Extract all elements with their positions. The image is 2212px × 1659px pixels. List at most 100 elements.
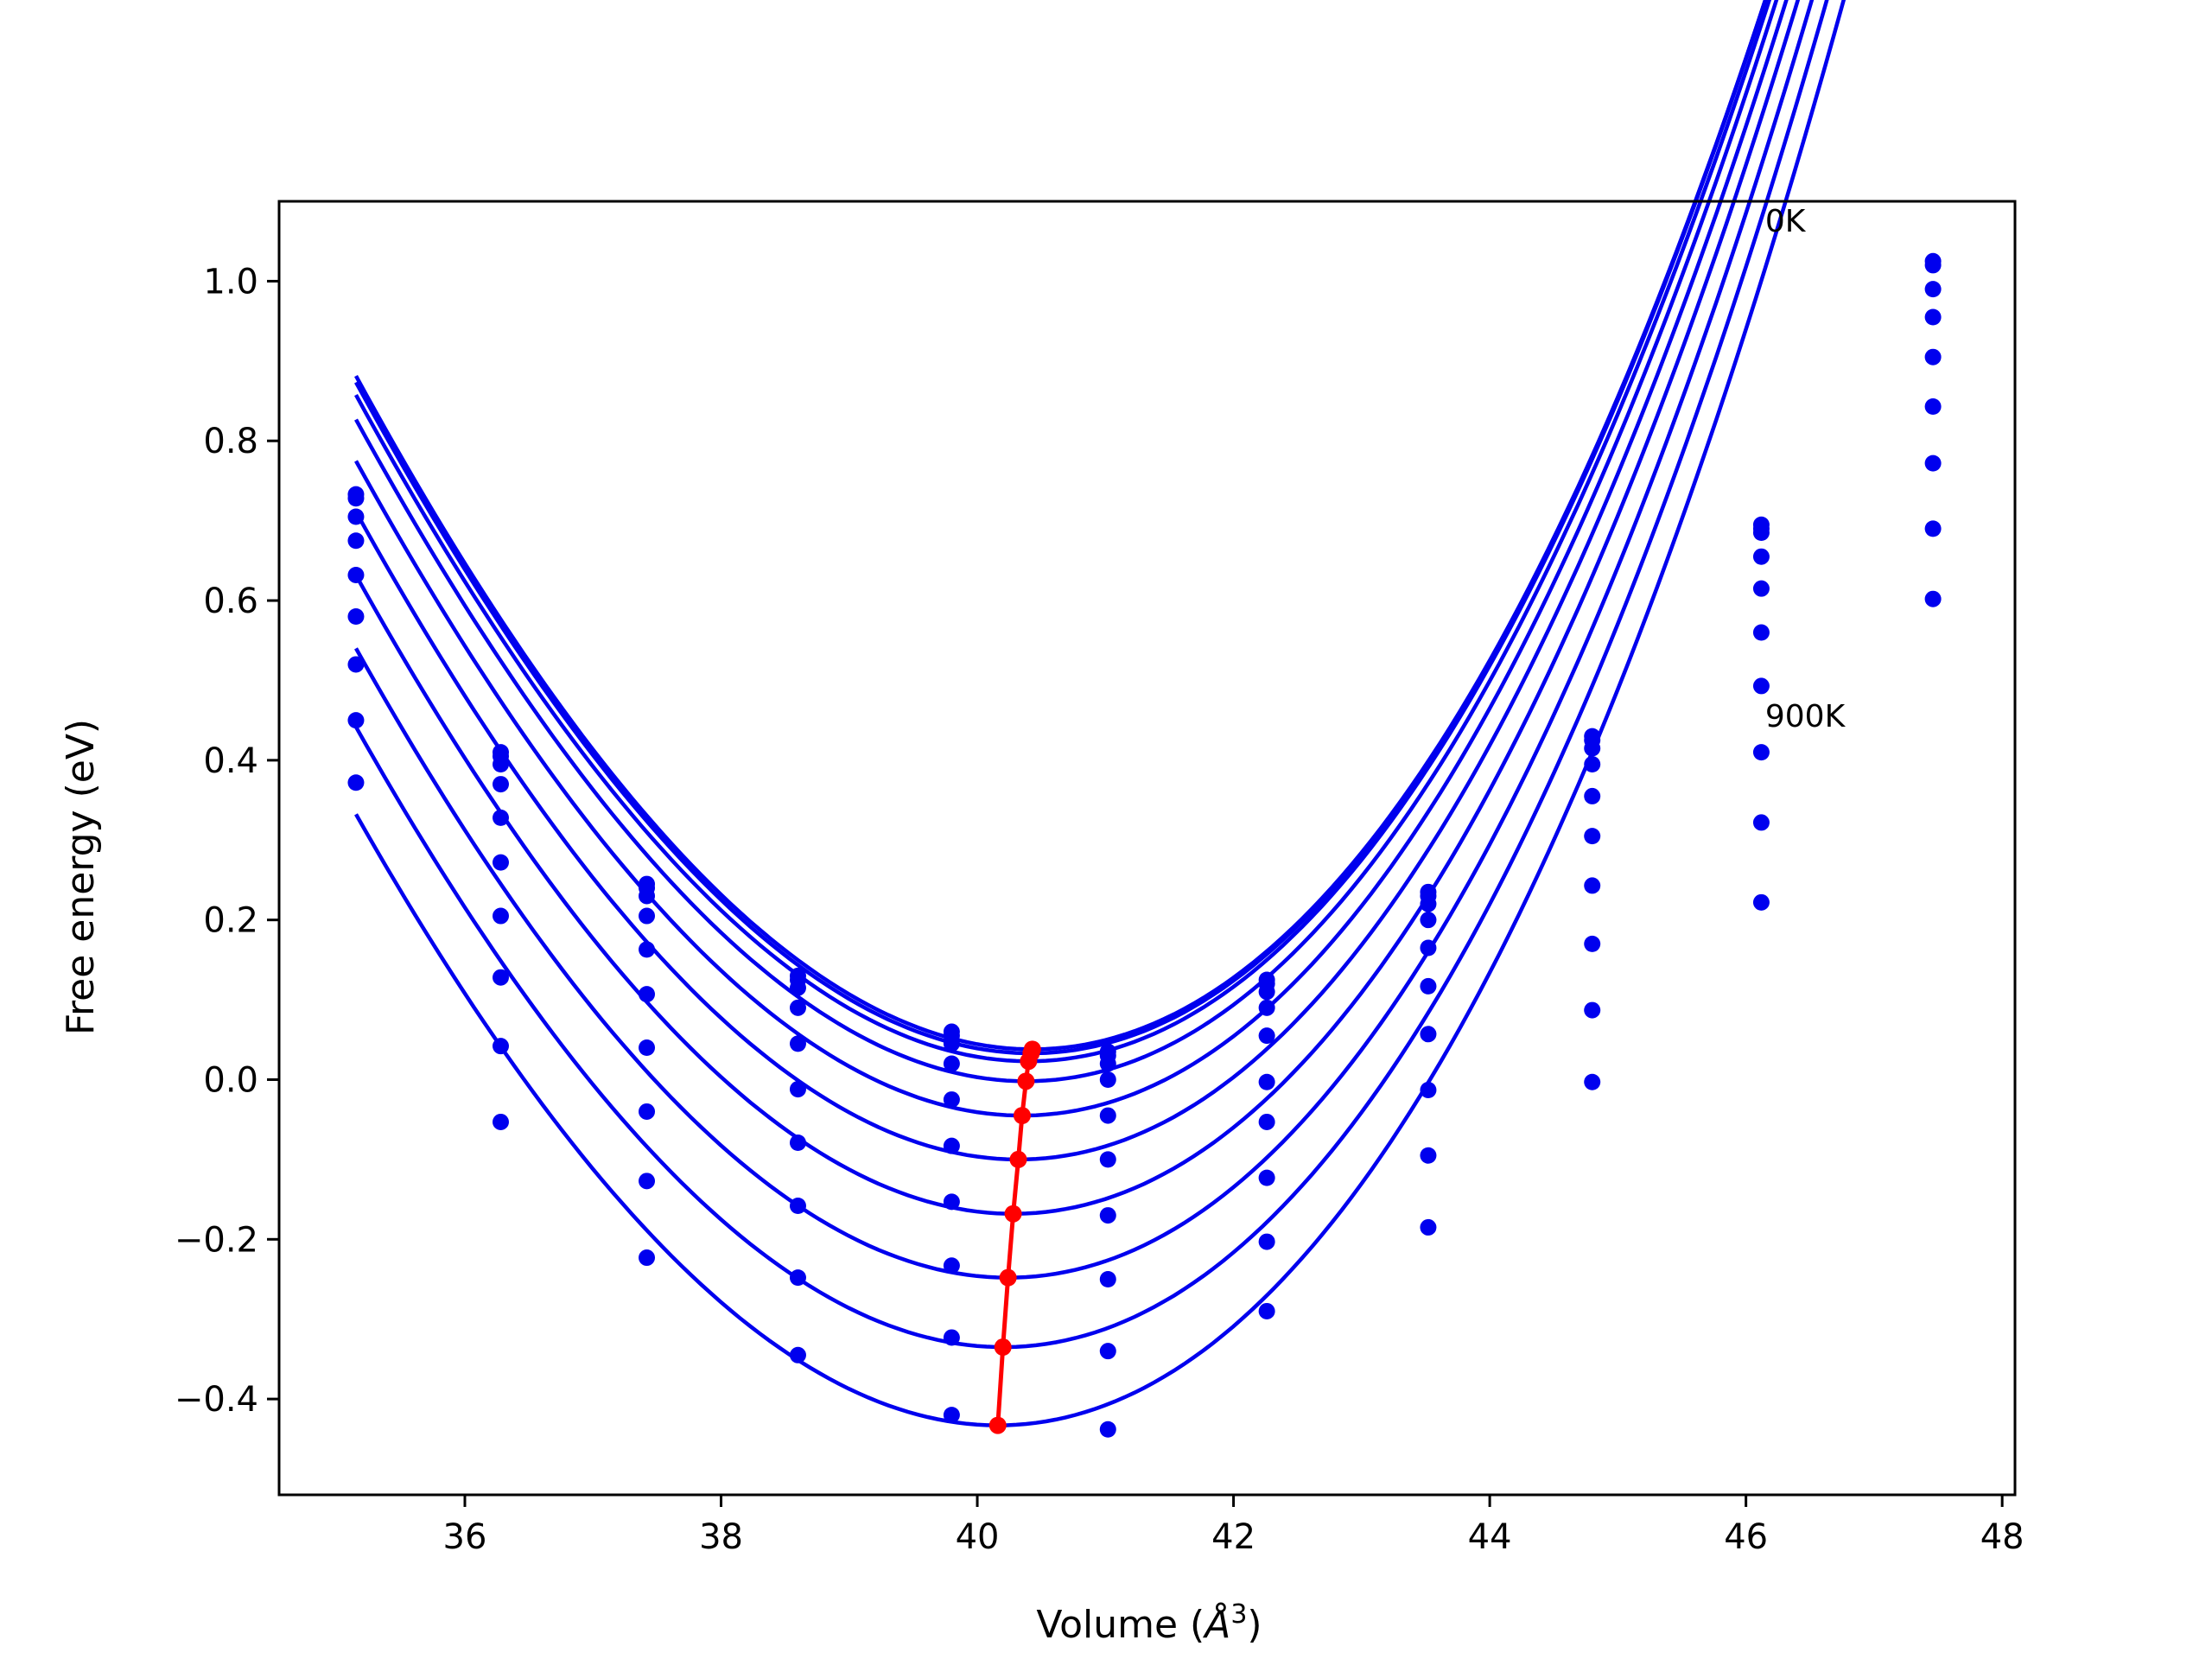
y-tick-label: 1.0 xyxy=(203,262,258,302)
minimum-point xyxy=(1013,1107,1031,1125)
minimum-point xyxy=(994,1338,1012,1357)
minimum-point xyxy=(988,1416,1007,1434)
data-point xyxy=(1099,1271,1116,1287)
data-point xyxy=(789,1346,806,1363)
data-point xyxy=(1924,590,1942,607)
data-point xyxy=(1420,895,1437,912)
annotations: 0K 900K xyxy=(1765,204,1847,734)
data-point xyxy=(1584,1001,1601,1019)
data-point xyxy=(639,1039,656,1057)
fit-curve-400k xyxy=(354,0,1779,1118)
data-point xyxy=(1752,548,1770,565)
data-point xyxy=(347,712,365,729)
x-tick-label: 38 xyxy=(699,1517,743,1557)
x-tick-label: 46 xyxy=(1724,1517,1768,1557)
data-point xyxy=(347,656,365,673)
data-point xyxy=(492,776,509,793)
data-point xyxy=(1420,1026,1437,1043)
plot-area xyxy=(347,0,1942,1438)
data-point xyxy=(1752,893,1770,911)
data-point xyxy=(1099,1343,1116,1360)
x-tick-label: 44 xyxy=(1468,1517,1512,1557)
data-point xyxy=(1099,1151,1116,1168)
data-point xyxy=(1420,1218,1437,1236)
data-point xyxy=(789,1134,806,1151)
data-point xyxy=(943,1055,960,1072)
data-point xyxy=(639,907,656,925)
data-point xyxy=(789,1269,806,1287)
data-points xyxy=(347,252,1942,1438)
fit-curve-600k xyxy=(354,0,1801,1216)
data-point xyxy=(1099,1055,1116,1072)
data-point xyxy=(1258,1169,1275,1186)
data-point xyxy=(789,1197,806,1214)
data-point xyxy=(943,1035,960,1052)
fit-curve-900k xyxy=(354,0,1847,1427)
data-point xyxy=(1099,1207,1116,1224)
data-point xyxy=(1258,1302,1275,1319)
x-axis-label-close: ) xyxy=(1247,1603,1262,1647)
data-point xyxy=(639,887,656,905)
x-axis-ticks: 36 38 40 42 44 46 48 xyxy=(443,1495,2024,1557)
data-point xyxy=(1584,1073,1601,1090)
data-point xyxy=(639,941,656,958)
fit-curve-200k xyxy=(354,0,1768,1064)
data-point xyxy=(789,999,806,1016)
data-point xyxy=(1258,983,1275,1001)
data-point xyxy=(943,1137,960,1154)
data-point xyxy=(1420,912,1437,929)
data-point xyxy=(492,1038,509,1055)
data-point xyxy=(1420,977,1437,995)
y-tick-label: 0.8 xyxy=(203,422,258,461)
x-axis-label-text: Volume ( xyxy=(1036,1603,1205,1647)
data-point xyxy=(492,809,509,826)
data-point xyxy=(943,1257,960,1274)
x-axis-label: Volume (Å3) xyxy=(1036,1599,1262,1648)
data-point xyxy=(1924,454,1942,472)
data-point xyxy=(492,854,509,871)
data-point xyxy=(347,608,365,626)
data-point xyxy=(492,907,509,925)
annotation-0k: 0K xyxy=(1765,204,1807,239)
data-point xyxy=(1099,1107,1116,1124)
data-point xyxy=(1924,520,1942,537)
data-point xyxy=(639,1249,656,1267)
data-point xyxy=(943,1091,960,1109)
minimum-point xyxy=(1020,1052,1038,1071)
x-tick-label: 42 xyxy=(1211,1517,1255,1557)
data-point xyxy=(1924,308,1942,326)
data-point xyxy=(1258,1073,1275,1090)
y-tick-label: 0.4 xyxy=(203,741,258,781)
data-point xyxy=(1258,1113,1275,1130)
y-tick-label: 0.6 xyxy=(203,582,258,621)
data-point xyxy=(1420,1081,1437,1098)
data-point xyxy=(1752,744,1770,761)
data-point xyxy=(492,969,509,986)
data-point xyxy=(347,532,365,550)
data-point xyxy=(1752,524,1770,541)
data-point xyxy=(789,979,806,996)
y-tick-label: 0.2 xyxy=(203,901,258,941)
data-point xyxy=(1584,787,1601,804)
annotation-900k: 900K xyxy=(1765,699,1847,734)
minimum-point xyxy=(999,1268,1017,1287)
y-tick-label: 0.0 xyxy=(203,1060,258,1100)
data-point xyxy=(1420,939,1437,957)
fit-curve-500k xyxy=(354,0,1789,1162)
data-point xyxy=(943,1329,960,1346)
fit-curve-300k xyxy=(354,0,1772,1084)
fit-curves xyxy=(354,0,1847,1427)
data-point xyxy=(1584,755,1601,772)
y-axis-ticks: −0.4 −0.2 0.0 0.2 0.4 0.6 0.8 1.0 xyxy=(175,262,279,1420)
data-point xyxy=(347,508,365,525)
x-axis-label-exp: 3 xyxy=(1230,1599,1247,1630)
data-point xyxy=(492,755,509,772)
x-axis-label-unit: Å xyxy=(1202,1601,1230,1647)
data-point xyxy=(943,1193,960,1211)
data-point xyxy=(492,1113,509,1130)
data-point xyxy=(1420,1147,1437,1164)
data-point xyxy=(1584,740,1601,757)
data-point xyxy=(1258,999,1275,1016)
